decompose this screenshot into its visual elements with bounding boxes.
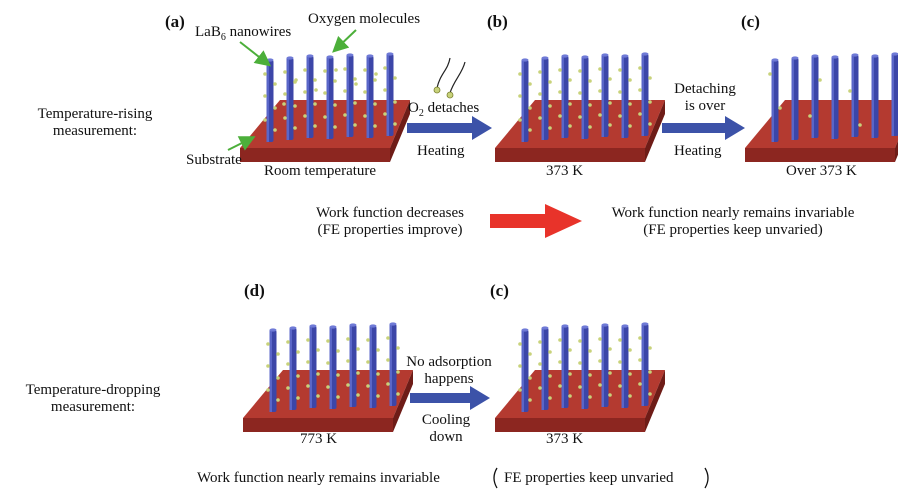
over-373-label: Over 373 K (786, 163, 857, 179)
temp-773-label: 773 K (300, 431, 338, 447)
detaching-line-2: is over (684, 98, 726, 114)
lab6-suffix: nanowires (225, 24, 292, 40)
substrate-label: Substrate (186, 152, 242, 168)
wf-invariable-line-2: (FE properties keep unvaried) (643, 222, 823, 238)
temp-373-b-label: 373 K (546, 163, 584, 179)
dropping-line-2: measurement: (50, 399, 136, 415)
heating-arrow-2 (662, 116, 745, 140)
lab6-subscript: 6 (220, 32, 226, 43)
dropping-line-1: Temperature-dropping (25, 382, 161, 398)
o2-detaches-label: O2 detaches (408, 100, 479, 122)
panel-label-b: (b) (487, 12, 508, 31)
panel-b-assembly (495, 52, 665, 162)
panel-label-c-top: (c) (741, 12, 760, 31)
oxygen-molecules-label: Oxygen molecules (308, 11, 421, 27)
temp-373-e-label: 373 K (546, 431, 584, 447)
room-temperature-label: Room temperature (264, 163, 377, 179)
panel-a-assembly (240, 52, 410, 162)
rising-measurement-label: Temperature-rising measurement: (20, 106, 170, 140)
o2-subscript: 2 (418, 108, 424, 119)
cooling-down-label: Cooling down (410, 412, 482, 446)
oxygen-callout-arrow (332, 29, 357, 53)
result-arrow (490, 204, 582, 238)
no-adsorption-line-2: happens (424, 371, 474, 387)
o2-suffix: detaches (423, 100, 480, 116)
bottom-summary-part-1: Work function nearly remains invariable (197, 470, 440, 486)
panel-label-a: (a) (165, 12, 185, 31)
cooling-line-2: down (429, 429, 463, 445)
close-paren (704, 467, 709, 489)
open-paren (493, 467, 498, 489)
rising-line-2: measurement: (52, 123, 138, 139)
dropping-measurement-label: Temperature-dropping measurement: (8, 382, 178, 416)
cooling-line-1: Cooling (421, 412, 471, 428)
o2-prefix: O (408, 100, 419, 116)
lab6-prefix: LaB (195, 24, 221, 40)
panel-label-d: (d) (244, 281, 265, 300)
panel-c-bottom-assembly (495, 322, 665, 432)
nanowires-callout-arrow (239, 41, 272, 67)
no-adsorption-label: No adsorption happens (393, 354, 505, 388)
bottom-summary-part-2: FE properties keep unvaried (504, 470, 674, 486)
wf-decreases-line-1: Work function decreases (316, 205, 464, 221)
lab6-nanowires-label: LaB6 nanowires (195, 24, 291, 46)
substrate-callout-arrow (227, 136, 256, 151)
detaching-line-1: Detaching (674, 81, 736, 97)
heating-label-1: Heating (417, 143, 465, 159)
panel-c-top-assembly (745, 52, 898, 162)
wf-invariable-label: Work function nearly remains invariable … (588, 205, 878, 239)
no-adsorption-line-1: No adsorption (406, 354, 492, 370)
rising-line-1: Temperature-rising (37, 106, 153, 122)
o2-molecules-icon (433, 57, 466, 99)
heating-label-2: Heating (674, 143, 722, 159)
heating-arrow-1 (407, 116, 492, 140)
wf-decreases-label: Work function decreases (FE properties i… (292, 205, 488, 239)
panel-d-assembly (243, 322, 413, 432)
cooling-arrow (410, 386, 490, 410)
detaching-over-label: Detaching is over (665, 81, 745, 115)
wf-decreases-line-2: (FE properties improve) (317, 222, 463, 238)
panel-label-c-bottom: (c) (490, 281, 509, 300)
wf-invariable-line-1: Work function nearly remains invariable (611, 205, 855, 221)
